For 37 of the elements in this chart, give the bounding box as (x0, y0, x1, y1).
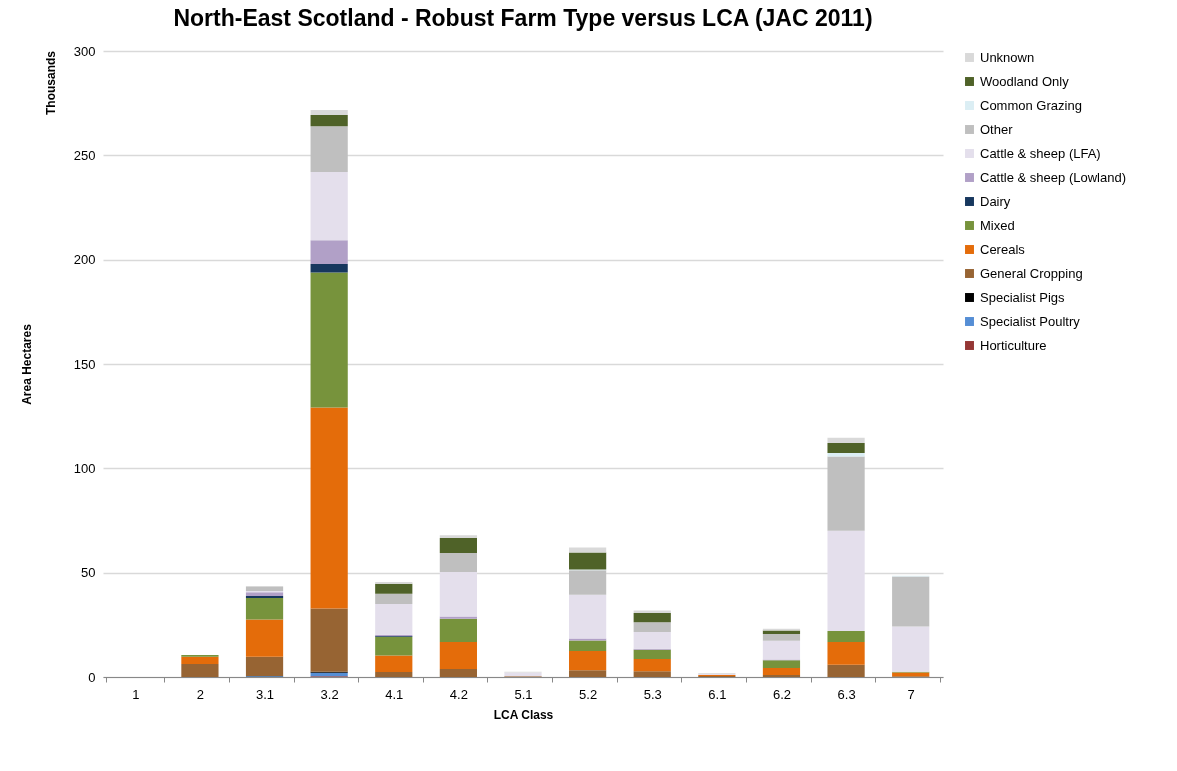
x-tick-label: 4.1 (385, 686, 404, 702)
y-tick-label: 250 (73, 147, 96, 163)
x-tick-label: 5.3 (643, 686, 662, 702)
x-tick-label: 7 (907, 686, 915, 702)
legend-label: Specialist Pigs (980, 289, 1066, 305)
legend-label: Specialist Poultry (980, 313, 1081, 329)
x-tick-label: 3.2 (320, 686, 339, 702)
legend-label: Dairy (980, 193, 1011, 209)
y-tick-label: 100 (73, 460, 96, 476)
x-tick-label: 6.3 (837, 686, 856, 702)
y-tick-label: 150 (73, 356, 96, 372)
text: Thousands (44, 50, 58, 116)
x-tick-label: 6.1 (708, 686, 727, 702)
legend-label: Woodland Only (980, 73, 1070, 89)
legend-label: Unknown (980, 49, 1035, 65)
x-tick-label: 5.1 (514, 686, 533, 702)
y-tick-label: 50 (81, 565, 96, 581)
chart-title: North-East Scotland - Robust Farm Type versus LCA (JAC 2011) (173, 5, 873, 31)
x-tick-label: 1 (132, 686, 140, 702)
x-tick-label: 6.2 (772, 686, 791, 702)
x-tick-label: 2 (196, 686, 205, 702)
legend-label: Other (980, 121, 1014, 137)
y-tick-label: 0 (88, 669, 96, 685)
legend-label: Mixed (980, 217, 1015, 233)
x-tick-label: 5.2 (579, 686, 598, 702)
y-tick-label: 300 (73, 43, 96, 59)
legend-label: Horticulture (980, 337, 1047, 353)
x-axis-title: LCA Class (493, 707, 554, 722)
legend-label: Cattle & sheep (LFA) (980, 145, 1101, 161)
x-tick-label: 3.1 (256, 686, 275, 702)
legend-label: Common Grazing (980, 97, 1082, 113)
y-tick-label: 200 (73, 252, 96, 268)
legend-label: Cattle & sheep (Lowland) (980, 169, 1126, 185)
legend-label: General Cropping (980, 265, 1083, 281)
y-axis-title: Area Hectares (19, 323, 34, 405)
x-tick-label: 4.2 (449, 686, 468, 702)
legend-label: Cereals (980, 241, 1026, 257)
